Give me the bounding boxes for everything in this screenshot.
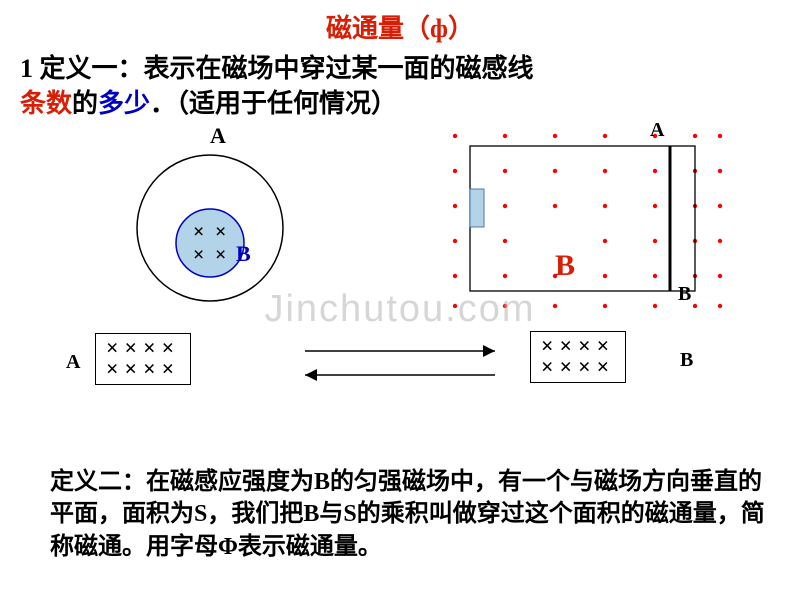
definition-one: 1 定义一：表示在磁场中穿过某一面的磁感线 条数的多少．（适用于任何情况）: [0, 45, 800, 121]
diagram-area: × × × × A B A B B A ×××× ××××: [0, 121, 800, 411]
def2-t6: 表示磁通量。: [238, 534, 382, 560]
svg-text:×: ×: [193, 221, 204, 243]
def2-B: B: [314, 469, 330, 495]
def2-S: S: [194, 501, 207, 527]
def1-end: ．（适用于任何情况）: [150, 89, 397, 118]
def2-t4: 与: [319, 501, 343, 527]
def2-t1: 在磁感应强度为: [146, 469, 314, 495]
circle-label-a: A: [210, 123, 226, 149]
rect-label-a: A: [650, 119, 664, 142]
box-left-label-a: A: [66, 351, 80, 374]
def1-blue: 多少: [98, 89, 150, 118]
page-title: 磁通量（ф）: [0, 0, 800, 45]
svg-text:×: ×: [215, 221, 226, 243]
x-row-4: ××××: [541, 354, 615, 379]
circle-label-b: B: [236, 241, 251, 267]
x-box-left: ×××× ××××: [95, 333, 191, 385]
def1-mid: 的: [72, 89, 98, 118]
rect-label-b: B: [678, 283, 691, 306]
arrows-icon: [290, 331, 510, 391]
def2-B2: B: [303, 501, 319, 527]
def2-S2: S: [343, 501, 356, 527]
x-row-2: ××××: [106, 356, 180, 381]
def1-text1: 表示在磁场中穿过某一面的磁感线: [144, 54, 534, 83]
def2-label: 定义二：: [50, 469, 146, 495]
big-b-label: B: [555, 249, 575, 283]
def2-t3: ，我们把: [207, 501, 303, 527]
box-right-label-b: B: [680, 349, 693, 372]
circle-diagram: × × × ×: [115, 133, 305, 308]
svg-text:×: ×: [193, 244, 204, 266]
bottom-row: A ×××× ×××× ×××× ×××× B: [0, 321, 800, 411]
rect-diagram: [440, 121, 750, 321]
def1-label: 1 定义一：: [20, 54, 144, 83]
definition-two: 定义二：在磁感应强度为B的匀强磁场中，有一个与磁场方向垂直的平面，面积为S，我们…: [0, 466, 800, 563]
def1-red: 条数: [20, 89, 72, 118]
x-box-right: ×××× ××××: [530, 331, 626, 383]
def2-phi: Φ: [218, 534, 238, 560]
svg-text:×: ×: [215, 244, 226, 266]
